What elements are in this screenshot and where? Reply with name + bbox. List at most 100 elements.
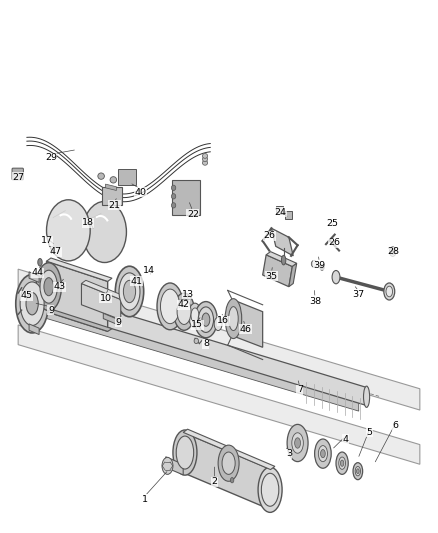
Ellipse shape (16, 274, 49, 333)
Text: 4: 4 (343, 435, 349, 444)
Ellipse shape (225, 298, 242, 338)
Ellipse shape (202, 157, 208, 161)
Bar (286, 211, 292, 219)
Polygon shape (81, 280, 125, 300)
Text: 16: 16 (217, 316, 230, 325)
Polygon shape (232, 300, 263, 348)
Polygon shape (166, 457, 183, 475)
Text: 29: 29 (45, 153, 57, 162)
Ellipse shape (173, 430, 197, 475)
Ellipse shape (214, 317, 222, 330)
Ellipse shape (386, 286, 392, 297)
Ellipse shape (320, 265, 324, 270)
Text: 8: 8 (203, 339, 209, 348)
Ellipse shape (20, 282, 44, 326)
FancyBboxPatch shape (118, 169, 136, 184)
Ellipse shape (44, 278, 53, 296)
Bar (276, 206, 283, 214)
Text: 22: 22 (187, 210, 199, 219)
Ellipse shape (321, 449, 325, 458)
Polygon shape (81, 284, 121, 320)
Ellipse shape (384, 283, 395, 300)
Text: 26: 26 (263, 231, 275, 240)
Ellipse shape (318, 446, 328, 462)
Text: 10: 10 (99, 294, 112, 303)
Ellipse shape (314, 439, 331, 469)
Ellipse shape (202, 160, 208, 165)
Ellipse shape (173, 293, 194, 330)
Ellipse shape (287, 424, 308, 462)
Text: 1: 1 (142, 495, 148, 504)
Polygon shape (266, 252, 297, 266)
Ellipse shape (171, 185, 176, 190)
Text: 27: 27 (12, 173, 24, 182)
Ellipse shape (364, 386, 370, 407)
FancyBboxPatch shape (172, 180, 200, 215)
Ellipse shape (162, 457, 173, 474)
Text: 24: 24 (274, 208, 286, 217)
Ellipse shape (229, 306, 238, 330)
Polygon shape (21, 301, 33, 312)
Text: 28: 28 (388, 247, 399, 256)
Text: 47: 47 (49, 247, 61, 256)
Text: 5: 5 (367, 428, 373, 437)
Ellipse shape (188, 303, 201, 328)
Ellipse shape (311, 261, 317, 267)
Polygon shape (263, 255, 292, 287)
Ellipse shape (191, 308, 199, 323)
Polygon shape (29, 272, 39, 282)
Ellipse shape (40, 270, 57, 303)
Polygon shape (29, 300, 359, 411)
Text: 35: 35 (265, 272, 277, 280)
Text: 45: 45 (21, 291, 33, 300)
Ellipse shape (110, 176, 117, 183)
Ellipse shape (230, 478, 234, 483)
Ellipse shape (282, 255, 286, 265)
Ellipse shape (353, 463, 363, 480)
Ellipse shape (36, 263, 61, 311)
Ellipse shape (202, 154, 208, 158)
Ellipse shape (339, 457, 346, 470)
Ellipse shape (357, 469, 359, 473)
FancyBboxPatch shape (102, 187, 122, 205)
Ellipse shape (295, 438, 300, 448)
Polygon shape (183, 429, 275, 470)
Polygon shape (183, 432, 272, 510)
Text: 13: 13 (182, 289, 194, 298)
Text: 37: 37 (353, 289, 365, 298)
Ellipse shape (176, 436, 194, 469)
Ellipse shape (198, 307, 214, 333)
Text: 18: 18 (82, 219, 94, 228)
Ellipse shape (171, 203, 176, 208)
Ellipse shape (202, 313, 210, 326)
Polygon shape (29, 285, 367, 406)
Ellipse shape (292, 433, 304, 453)
Text: 25: 25 (326, 220, 339, 229)
Text: 14: 14 (143, 266, 155, 275)
Text: 3: 3 (286, 449, 292, 458)
Ellipse shape (26, 293, 38, 315)
Ellipse shape (119, 273, 140, 310)
Text: 17: 17 (41, 237, 53, 246)
Polygon shape (46, 261, 108, 332)
Ellipse shape (83, 201, 127, 263)
Text: 42: 42 (177, 300, 189, 309)
FancyBboxPatch shape (12, 168, 23, 180)
Ellipse shape (38, 259, 42, 266)
Polygon shape (29, 324, 39, 335)
Ellipse shape (177, 299, 191, 325)
Text: 46: 46 (239, 325, 251, 334)
Text: 40: 40 (134, 188, 146, 197)
Text: 44: 44 (32, 269, 44, 277)
Ellipse shape (391, 249, 395, 254)
Text: 7: 7 (297, 385, 303, 394)
Ellipse shape (160, 289, 180, 324)
Ellipse shape (340, 460, 344, 466)
Ellipse shape (157, 283, 183, 330)
Text: 41: 41 (130, 277, 142, 286)
Ellipse shape (194, 302, 217, 338)
Ellipse shape (46, 200, 90, 261)
Ellipse shape (336, 452, 348, 474)
Ellipse shape (194, 338, 198, 344)
Polygon shape (46, 309, 112, 332)
